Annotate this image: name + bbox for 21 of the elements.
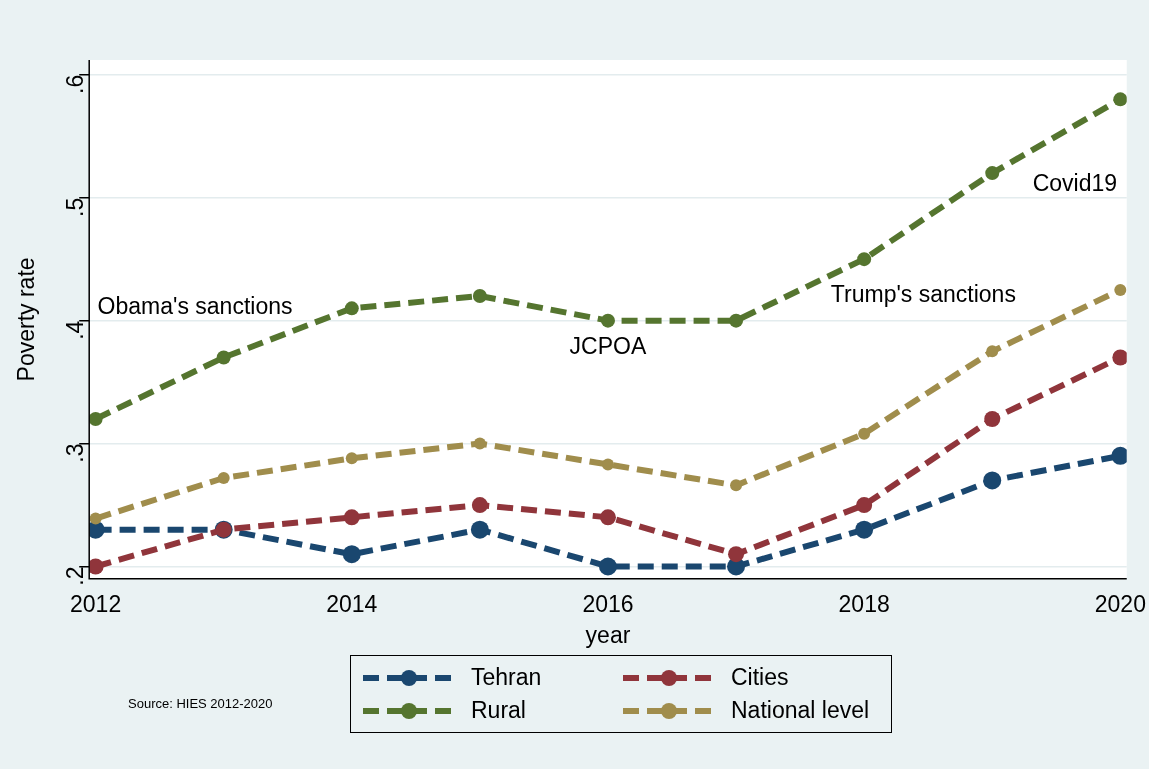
- annotation: JCPOA: [569, 333, 647, 360]
- legend-label: National level: [731, 697, 870, 724]
- x-tick-label: 2016: [582, 590, 634, 617]
- y-tick-label: .2: [61, 566, 88, 586]
- x-tick-label: 2018: [838, 590, 890, 617]
- y-axis-title: Poverty rate: [13, 257, 40, 382]
- annotation: Covid19: [1032, 169, 1118, 196]
- y-tick-label: .6: [61, 74, 88, 94]
- x-tick-label: 2020: [1094, 590, 1146, 617]
- y-tick-label: .4: [61, 320, 88, 340]
- legend-label: Rural: [471, 697, 526, 724]
- x-axis-title: year: [585, 621, 631, 648]
- annotation: Trump's sanctions: [830, 280, 1016, 307]
- x-tick-label: 2014: [326, 590, 378, 617]
- y-tick-label: .3: [61, 443, 88, 463]
- legend-label: Cities: [731, 664, 789, 691]
- legend-label: Tehran: [471, 664, 542, 691]
- x-tick-label: 2012: [70, 590, 122, 617]
- annotation: Obama's sanctions: [97, 293, 293, 320]
- source-note: Source: HIES 2012-2020: [128, 696, 273, 711]
- y-tick-label: .5: [61, 197, 88, 217]
